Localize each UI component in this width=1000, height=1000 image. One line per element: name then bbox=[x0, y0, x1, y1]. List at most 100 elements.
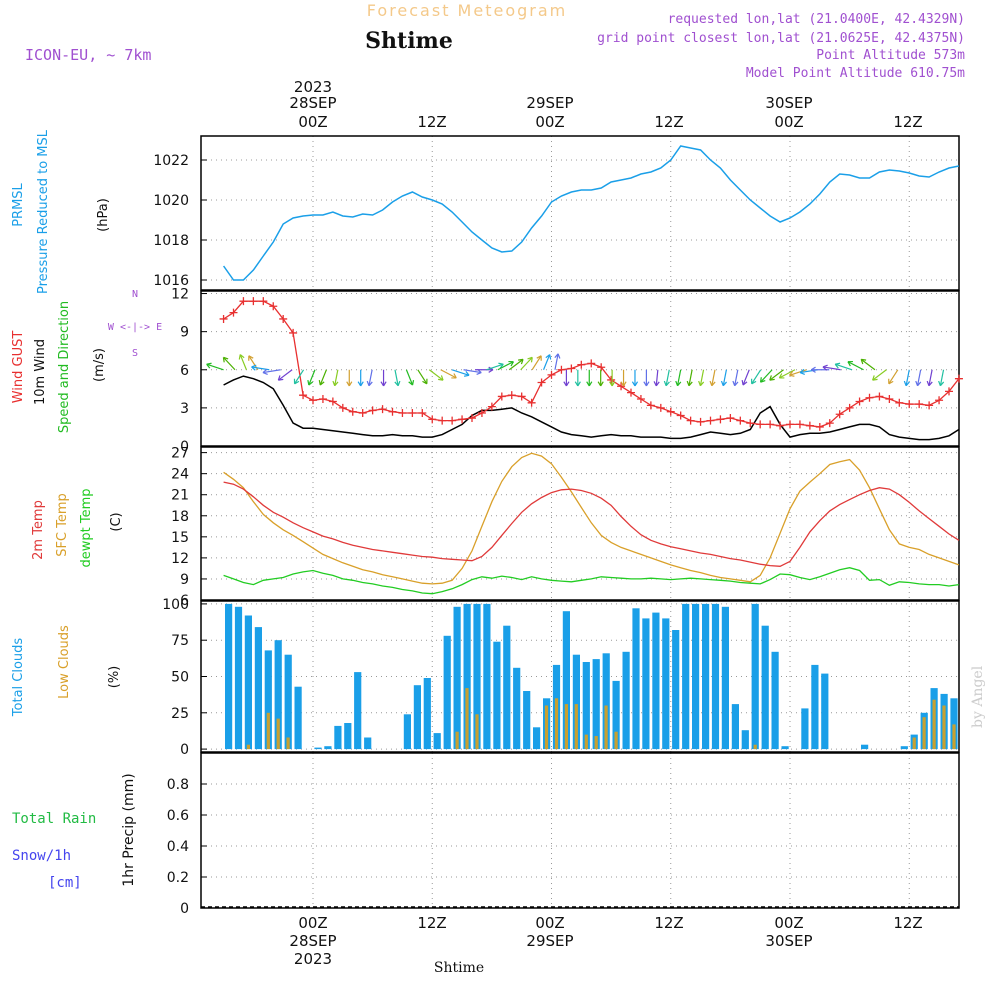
total-cloud-bar bbox=[662, 618, 670, 750]
wind-direction-arrow bbox=[915, 369, 922, 387]
wind-direction-arrow bbox=[346, 369, 353, 387]
wind-direction-arrow-head bbox=[508, 360, 514, 367]
total-cloud-bar bbox=[354, 672, 362, 750]
gust-marker bbox=[468, 414, 476, 423]
y-tick-label: 50 bbox=[171, 670, 189, 686]
wind-direction-arrow bbox=[847, 360, 864, 371]
wind-direction-arrow-shaft bbox=[554, 353, 559, 370]
gust-marker bbox=[766, 420, 775, 429]
wind-direction-arrow-shaft bbox=[428, 369, 444, 381]
gust-marker bbox=[786, 420, 794, 429]
gust-marker bbox=[746, 419, 755, 428]
wind-direction-arrow bbox=[554, 353, 561, 370]
panel-frame bbox=[200, 135, 960, 291]
wind-direction-arrow-head bbox=[222, 356, 229, 363]
wind-direction-arrow-shaft bbox=[711, 369, 716, 386]
wind-direction-arrow-shaft bbox=[497, 361, 514, 371]
panel-clouds: 0 25 50 75 100 bbox=[162, 597, 960, 758]
model-altitude-label: Model Point Altitude 610.75m bbox=[746, 66, 965, 81]
model-label: ICON-EU, ~ 7km bbox=[25, 46, 151, 64]
wind-direction-arrow-shaft bbox=[860, 358, 876, 371]
wind-direction-arrow-head bbox=[709, 380, 716, 387]
wind-direction-arrow-shaft bbox=[779, 369, 796, 379]
low-cloud-bar bbox=[584, 734, 588, 750]
gust-marker bbox=[627, 388, 635, 397]
total-cloud-bar bbox=[274, 640, 282, 750]
wind-direction-arrow bbox=[609, 369, 616, 387]
gust-marker bbox=[776, 421, 785, 430]
gust-marker bbox=[855, 397, 864, 406]
gust-marker bbox=[378, 405, 387, 414]
low-cloud-bar bbox=[912, 737, 916, 750]
gust-marker bbox=[289, 328, 298, 337]
wind-direction-arrow bbox=[631, 369, 639, 387]
y-tick-label: 21 bbox=[171, 488, 189, 504]
wind-direction-arrow-head bbox=[915, 380, 922, 387]
y-tick-label: 6 bbox=[180, 593, 189, 609]
point-altitude-label: Point Altitude 573m bbox=[816, 48, 965, 63]
total-cloud-bar bbox=[423, 678, 431, 750]
wind-direction-arrow-head bbox=[653, 381, 660, 387]
wind-direction-arrow-shaft bbox=[451, 369, 470, 376]
wind-direction-arrow-shaft bbox=[542, 354, 551, 370]
gust-marker bbox=[318, 394, 327, 403]
wind-direction-arrow bbox=[486, 362, 504, 371]
total-cloud-bar bbox=[900, 746, 908, 750]
total-cloud-bar bbox=[344, 723, 352, 750]
wind-direction-arrow-shaft bbox=[742, 369, 750, 386]
wind-direction-arrow-head bbox=[872, 375, 878, 381]
wind-direction-arrow-head bbox=[631, 381, 639, 387]
gust-marker bbox=[915, 400, 924, 409]
panel-frame bbox=[200, 752, 960, 909]
wind-direction-arrow-shaft bbox=[319, 369, 327, 386]
gust-marker bbox=[458, 415, 467, 424]
rain-label: Total Rain bbox=[12, 811, 96, 827]
total-cloud-bar bbox=[364, 737, 372, 750]
total-cloud-bar bbox=[672, 630, 680, 750]
gust-marker bbox=[696, 417, 705, 426]
wind-direction-arrow-shaft bbox=[508, 358, 524, 371]
wind-direction-arrow-shaft bbox=[734, 369, 739, 386]
wind-direction-arrow-head bbox=[394, 380, 401, 387]
low-cloud-bar bbox=[455, 731, 459, 750]
total-cloud-bar bbox=[413, 685, 421, 750]
y-tick-label: 0 bbox=[180, 439, 189, 455]
bottom-date-1: 28SEP bbox=[289, 932, 336, 950]
wind-direction-arrow-head bbox=[206, 362, 212, 369]
wind-direction-arrow bbox=[222, 356, 236, 371]
top-date-3: 30SEP bbox=[765, 94, 812, 112]
wind-direction-arrow bbox=[643, 369, 650, 387]
wind-direction-arrow bbox=[720, 369, 728, 387]
gust-marker bbox=[537, 378, 546, 387]
wind-direction-arrow-head bbox=[609, 381, 616, 387]
wind-direction-arrow bbox=[709, 369, 716, 387]
y-tick-label: 0.2 bbox=[167, 870, 189, 886]
wind-direction-arrow bbox=[769, 369, 784, 381]
wind-direction-arrow bbox=[531, 355, 542, 371]
y-tick-label: 1020 bbox=[153, 193, 189, 209]
wind-direction-arrow-shaft bbox=[222, 356, 236, 371]
wind-direction-arrow-shaft bbox=[676, 369, 682, 386]
total-cloud-bar bbox=[234, 606, 243, 750]
wind-direction-arrow bbox=[563, 369, 570, 387]
gust-marker bbox=[348, 407, 357, 416]
gust-marker bbox=[219, 314, 228, 323]
panel-frame bbox=[200, 446, 960, 601]
total-cloud-bar bbox=[592, 659, 600, 750]
wind-direction-arrow-shaft bbox=[417, 369, 428, 385]
total-cloud-bar bbox=[483, 603, 491, 750]
wind-direction-arrow-head bbox=[346, 381, 353, 387]
total-cloud-label: Total Clouds bbox=[11, 638, 26, 718]
bottom-date-2: 29SEP bbox=[526, 932, 573, 950]
panels-group: 1016101810201022036912691215182124270255… bbox=[153, 135, 963, 917]
wind-direction-arrow-head bbox=[769, 375, 775, 381]
low-cloud-bar bbox=[554, 698, 559, 750]
total-cloud-bar bbox=[731, 704, 739, 750]
total-cloud-bar bbox=[811, 664, 819, 750]
total-cloud-bar bbox=[433, 733, 441, 750]
gust-label: Wind GUST bbox=[11, 331, 26, 404]
gust-marker bbox=[547, 370, 556, 379]
total-cloud-bar bbox=[443, 635, 451, 750]
gust-marker bbox=[656, 403, 665, 412]
total-cloud-bar bbox=[294, 686, 302, 750]
